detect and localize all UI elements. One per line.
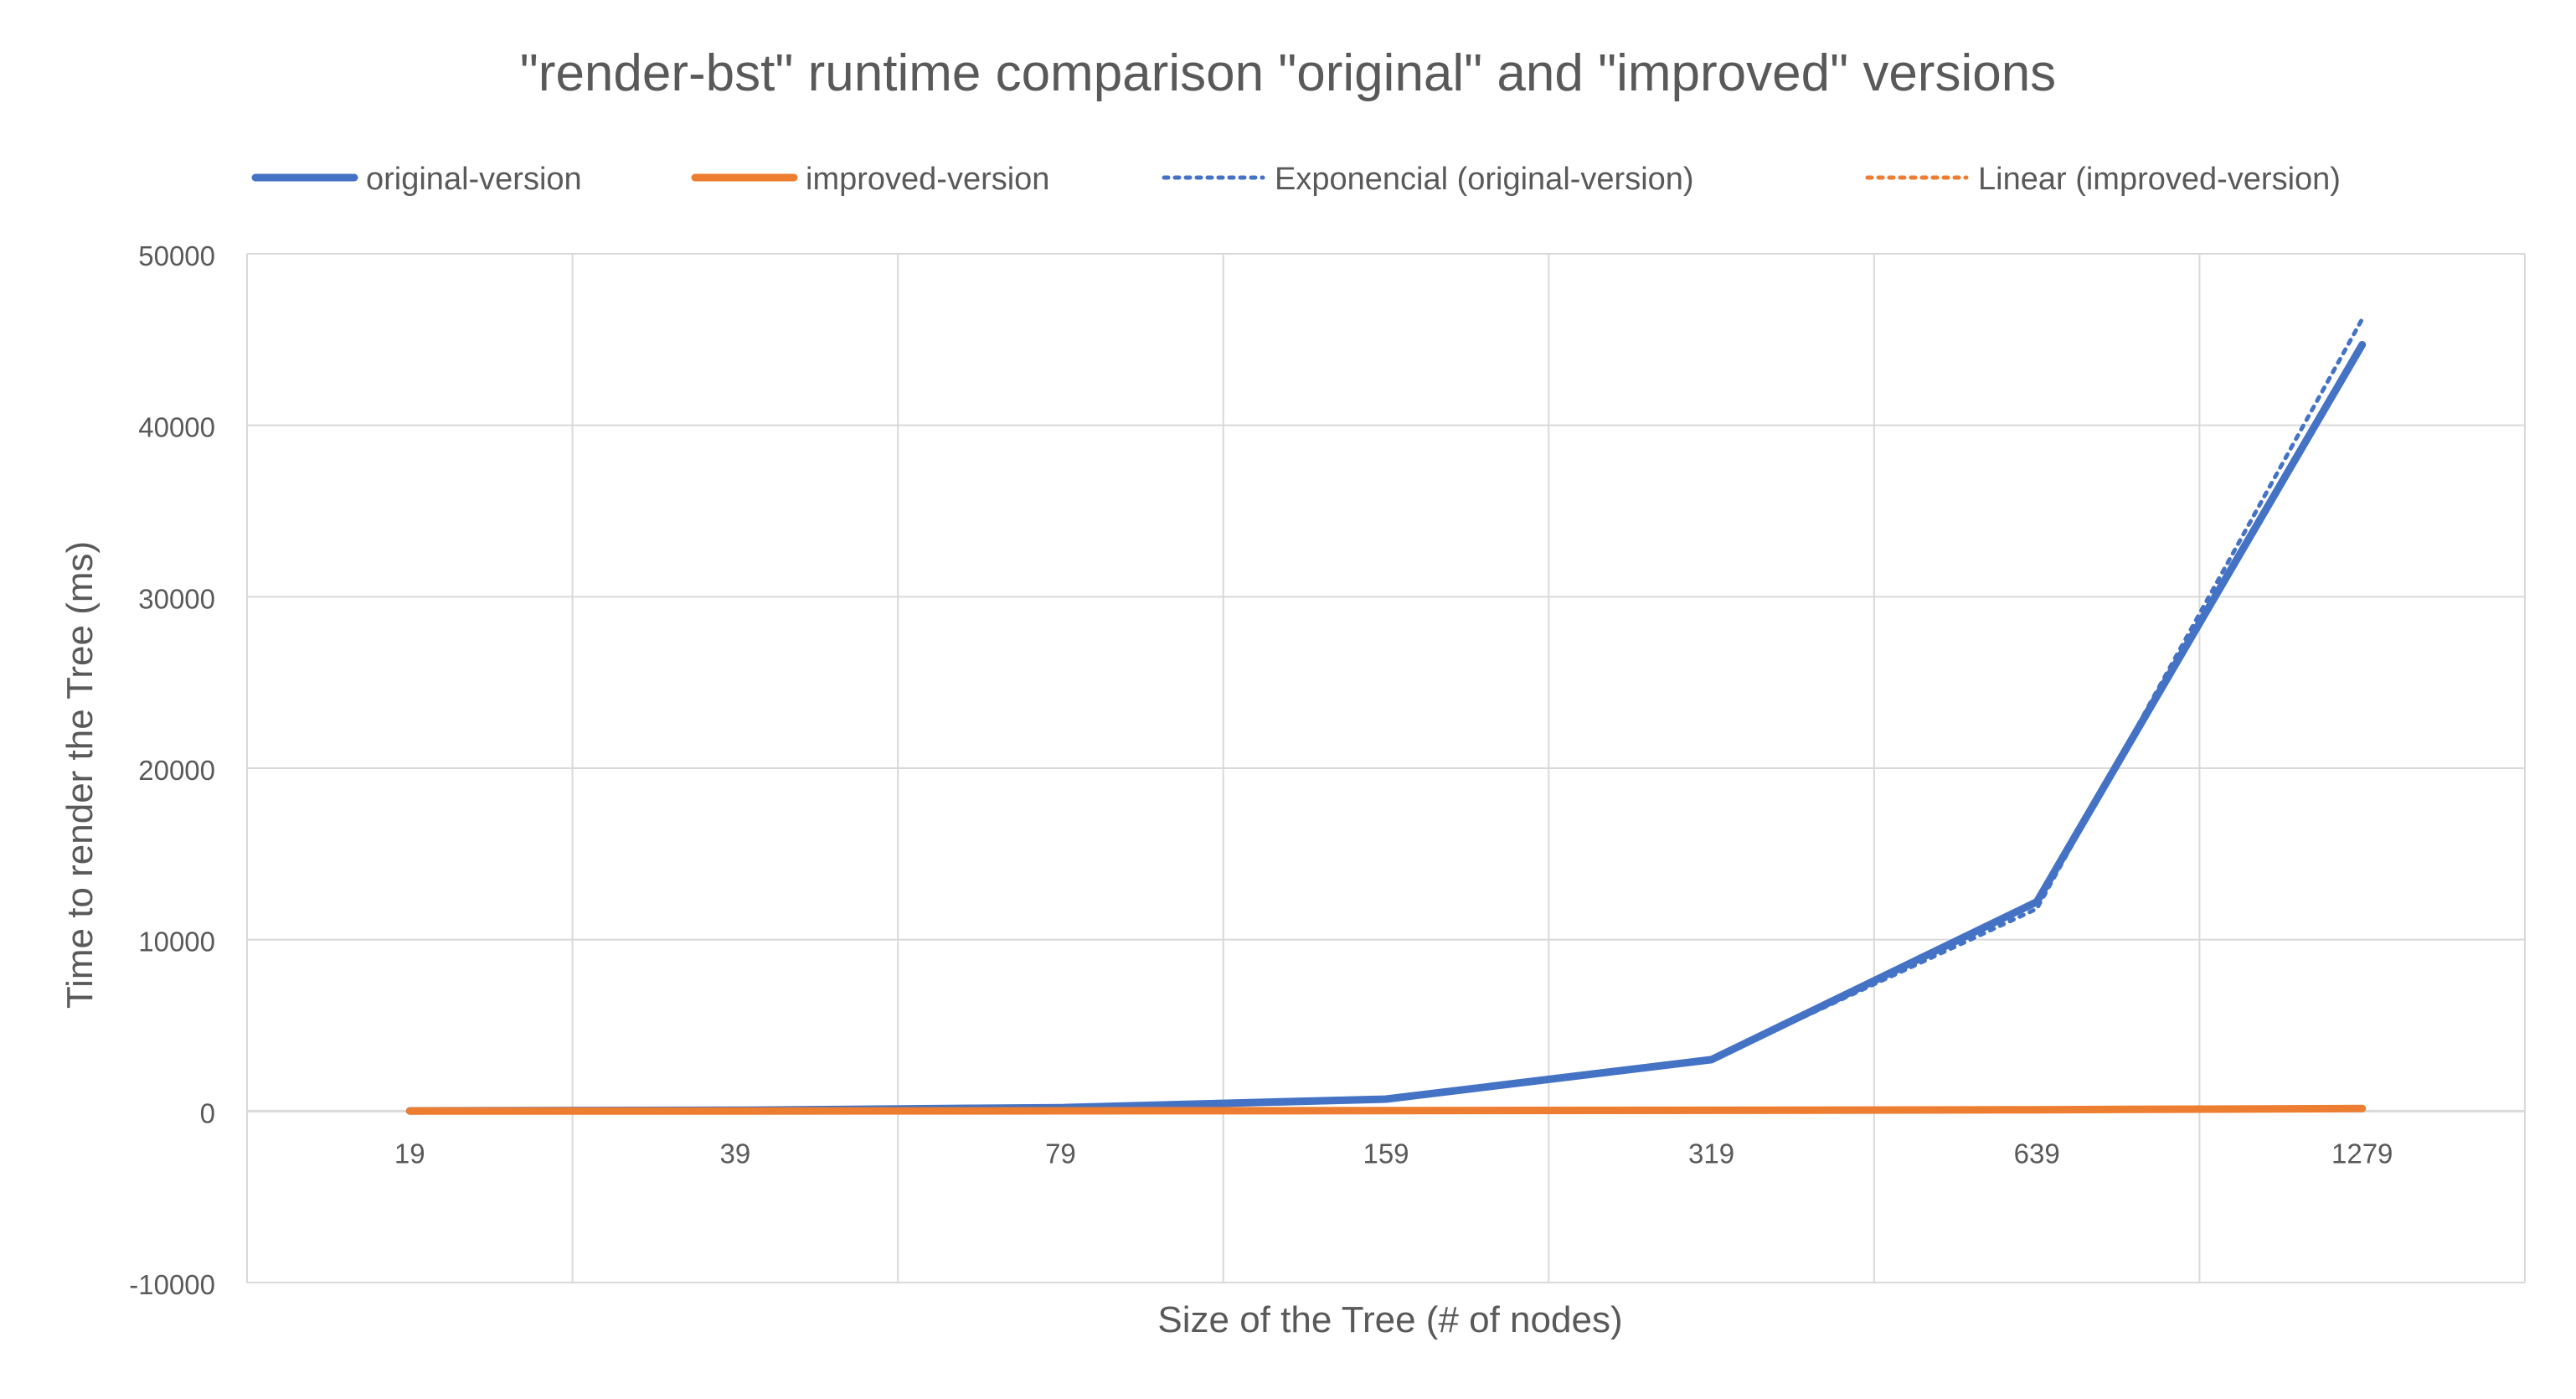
x-tick-label: 159: [1363, 1138, 1409, 1169]
legend-label: improved-version: [806, 162, 1049, 197]
y-tick-label: 10000: [138, 927, 215, 958]
x-tick-label: 1279: [2331, 1138, 2393, 1169]
y-tick-label: 50000: [138, 240, 215, 271]
x-tick-label: 19: [394, 1138, 425, 1169]
legend-label: Linear (improved-version): [1978, 162, 2341, 197]
legend-item: original-version: [251, 162, 582, 197]
y-tick-label: 40000: [138, 412, 215, 443]
plot-area: [405, 317, 2367, 1115]
x-axis-label: Size of the Tree (# of nodes): [1157, 1299, 1622, 1340]
chart-title: "render-bst" runtime comparison "origina…: [520, 44, 2056, 102]
legend-item: Linear (improved-version): [1865, 162, 2341, 197]
axes: -10000 0 10000 20000 30000 40000 50000 19 39 79 15…: [129, 240, 2525, 1300]
legend-item: improved-version: [691, 162, 1049, 197]
y-tick-label: 20000: [138, 755, 215, 786]
y-axis-label: Time to render the Tree (ms): [59, 541, 100, 1009]
y-tick-label: -10000: [129, 1269, 215, 1300]
legend-label: original-version: [366, 162, 582, 197]
legend-item: Exponencial (original-version): [1162, 162, 1694, 197]
x-tick-label: 79: [1045, 1138, 1076, 1169]
x-tick-label: 39: [719, 1138, 750, 1169]
y-tick-label: 30000: [138, 583, 215, 614]
legend: original-version improved-version Exponenc…: [251, 162, 2341, 197]
y-tick-label: 0: [200, 1097, 215, 1128]
x-tick-label: 639: [2014, 1138, 2060, 1169]
x-tick-label: 319: [1688, 1138, 1734, 1169]
series-line-improved-version: [405, 1104, 2367, 1115]
legend-label: Exponencial (original-version): [1275, 162, 1694, 197]
